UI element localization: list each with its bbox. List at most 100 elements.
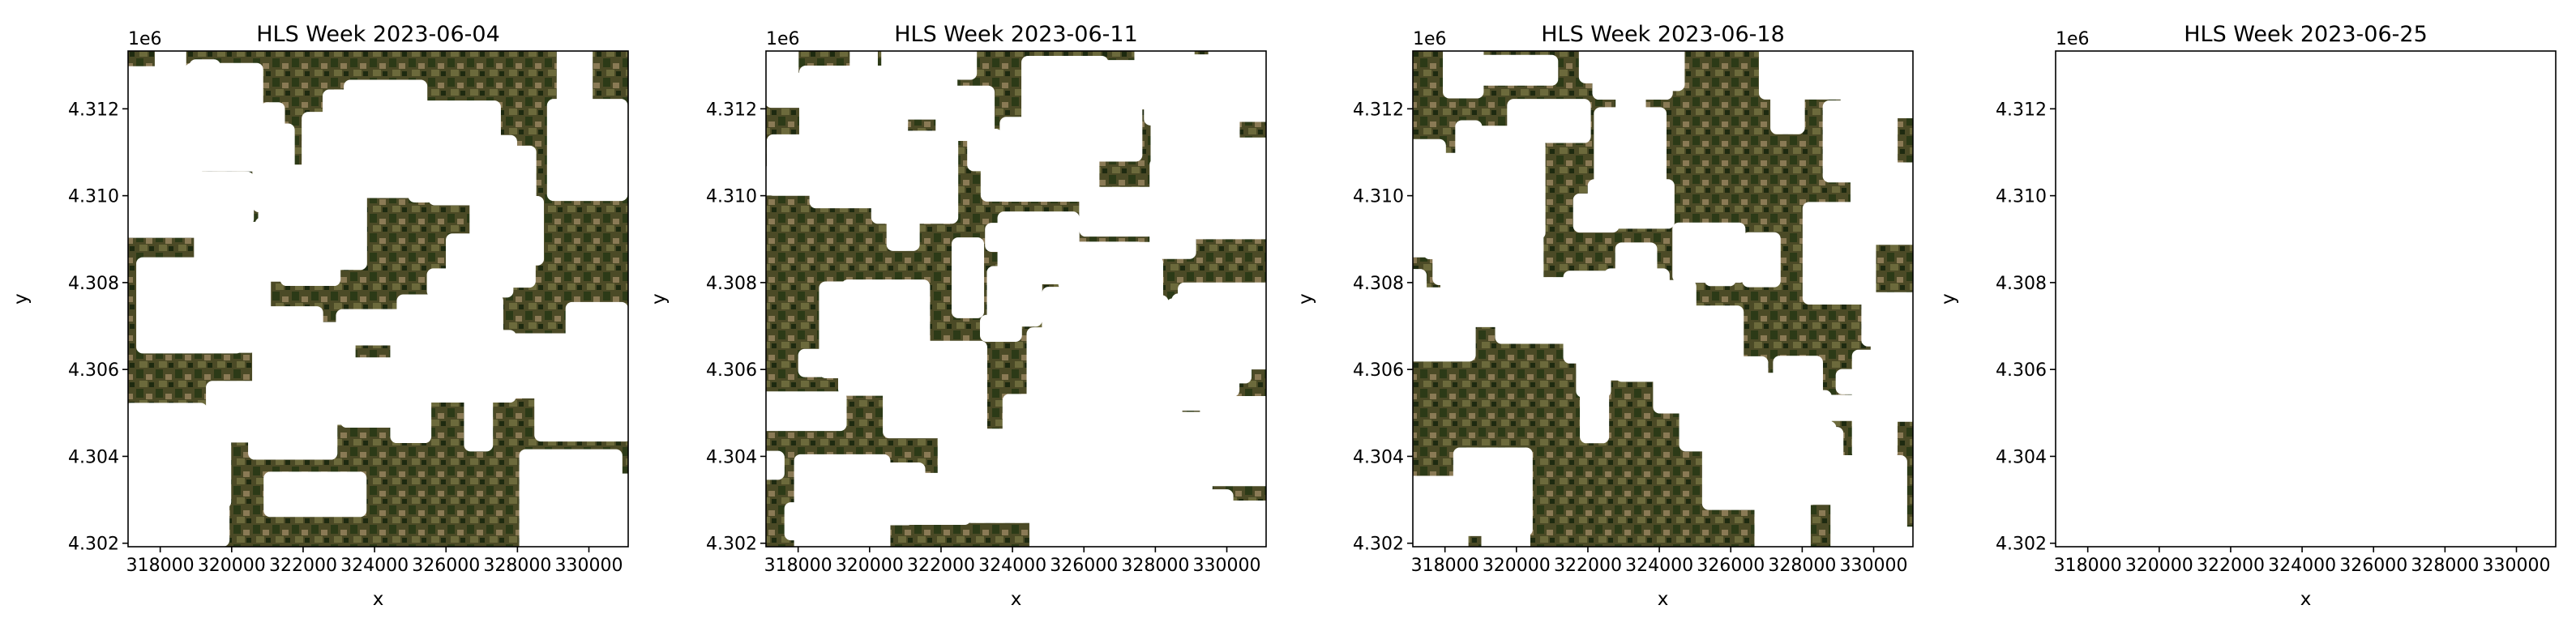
y-tick-label: 4.302 — [1996, 535, 2047, 555]
y-tick-label: 4.312 — [68, 100, 119, 120]
cloud-mask — [1615, 343, 1727, 382]
x-tick-label: 328000 — [483, 556, 551, 576]
y-offset-text: 1e6 — [1413, 29, 1447, 49]
subplot: 318000 320000 322000 324000 326000 328000 3300… — [1938, 22, 2557, 610]
cloud-mask — [1134, 51, 1195, 110]
cloud-mask — [2211, 348, 2286, 426]
cloud-mask — [1413, 475, 1469, 547]
cloud-mask — [886, 151, 920, 251]
cloud-mask — [1028, 359, 1119, 429]
axes-frame — [2055, 50, 2557, 548]
x-tick-label: 320000 — [2125, 556, 2193, 576]
y-tick-label: 4.302 — [68, 535, 119, 555]
cloud-mask — [1615, 75, 1646, 156]
cloud-mask — [1079, 186, 1166, 237]
cloud-mask — [951, 237, 985, 318]
axes-frame — [127, 50, 629, 548]
cloud-mask — [128, 66, 191, 171]
cloud-mask — [228, 235, 272, 320]
x-tick-label: 322000 — [907, 556, 975, 576]
subplot: 318000 320000 322000 324000 326000 328000 3300… — [1295, 22, 1914, 610]
cloud-mask — [1213, 500, 1266, 547]
cloud-mask — [2294, 284, 2497, 454]
chart-title: HLS Week 2023-06-04 — [256, 22, 500, 47]
y-axis-label: y — [1295, 293, 1316, 305]
x-tick-label: 328000 — [1768, 556, 1836, 576]
cloud-mask — [1851, 349, 1898, 460]
x-axis-label: x — [1658, 589, 1669, 610]
cloud-mask — [986, 266, 1042, 327]
x-tick-label: 318000 — [126, 556, 195, 576]
cloud-mask — [1208, 51, 1266, 95]
cloud-mask — [860, 462, 926, 514]
x-tick-label: 318000 — [764, 556, 832, 576]
cloud-mask — [148, 492, 218, 521]
cloud-mask — [454, 335, 564, 363]
cloud-mask — [985, 223, 1024, 252]
cloud-mask — [1802, 202, 1876, 305]
subplot: 318000 320000 322000 324000 326000 328000 3300… — [11, 22, 629, 610]
cloud-mask — [1177, 470, 1211, 522]
cloud-mask — [426, 134, 517, 203]
x-tick-label: 330000 — [1193, 556, 1261, 576]
cloud-mask — [2056, 51, 2169, 199]
y-tick-label: 4.308 — [68, 274, 119, 294]
y-tick-label: 4.308 — [1353, 274, 1404, 294]
cloud-mask — [886, 387, 978, 424]
y-tick-label: 4.304 — [1353, 447, 1404, 467]
cloud-mask — [1840, 51, 1913, 118]
x-tick-label: 326000 — [1050, 556, 1118, 576]
y-tick-label: 4.306 — [706, 360, 757, 381]
cloud-mask — [1822, 100, 1898, 183]
y-tick-label: 4.306 — [68, 360, 119, 381]
cloud-mask — [766, 450, 785, 480]
cloud-mask — [1742, 232, 1781, 288]
x-tick-label: 318000 — [2054, 556, 2122, 576]
cloud-mask — [1835, 369, 1913, 394]
cloud-mask — [206, 381, 299, 443]
chart-title: HLS Week 2023-06-18 — [1541, 22, 1785, 47]
x-tick-label: 328000 — [1121, 556, 1189, 576]
y-axis-label: y — [11, 293, 32, 305]
y-tick-label: 4.312 — [1996, 100, 2047, 120]
cloud-mask — [390, 332, 432, 444]
y-tick-label: 4.310 — [1353, 187, 1404, 207]
y-offset-text: 1e6 — [766, 29, 800, 49]
y-tick-label: 4.304 — [706, 447, 757, 467]
x-axis-label: x — [2300, 589, 2312, 610]
y-tick-label: 4.302 — [1353, 535, 1404, 555]
cloud-mask — [1596, 55, 1633, 91]
y-tick-label: 4.306 — [1353, 360, 1404, 381]
cloud-mask — [1171, 293, 1252, 384]
x-tick-label: 322000 — [2197, 556, 2265, 576]
y-tick-label: 4.306 — [1996, 360, 2047, 381]
y-tick-label: 4.308 — [1996, 274, 2047, 294]
x-tick-label: 330000 — [1840, 556, 1908, 576]
cloud-mask — [1580, 352, 1610, 444]
cloud-mask — [964, 438, 1067, 523]
cloud-mask — [1481, 489, 1530, 547]
cloud-mask — [1076, 522, 1162, 547]
x-tick-label: 324000 — [978, 556, 1046, 576]
image-layer — [2056, 51, 2556, 547]
cloud-mask — [469, 195, 545, 266]
cloud-mask — [2383, 66, 2556, 190]
cloud-mask — [1031, 241, 1145, 284]
cloud-mask — [427, 290, 492, 330]
cloud-mask — [263, 471, 367, 518]
y-tick-label: 4.310 — [1996, 187, 2047, 207]
cloud-mask — [999, 117, 1100, 202]
cloud-mask — [336, 309, 418, 346]
y-axis-label: y — [648, 293, 670, 305]
x-tick-label: 320000 — [836, 556, 904, 576]
cloud-mask — [1770, 54, 1805, 134]
cloud-mask — [841, 279, 931, 353]
cloud-mask — [185, 62, 263, 172]
cloud-mask — [1190, 137, 1266, 240]
y-tick-label: 4.302 — [706, 535, 757, 555]
x-tick-label: 320000 — [198, 556, 266, 576]
x-tick-label: 324000 — [2268, 556, 2336, 576]
cloud-mask — [1413, 139, 1446, 181]
cloud-mask — [1573, 193, 1620, 233]
